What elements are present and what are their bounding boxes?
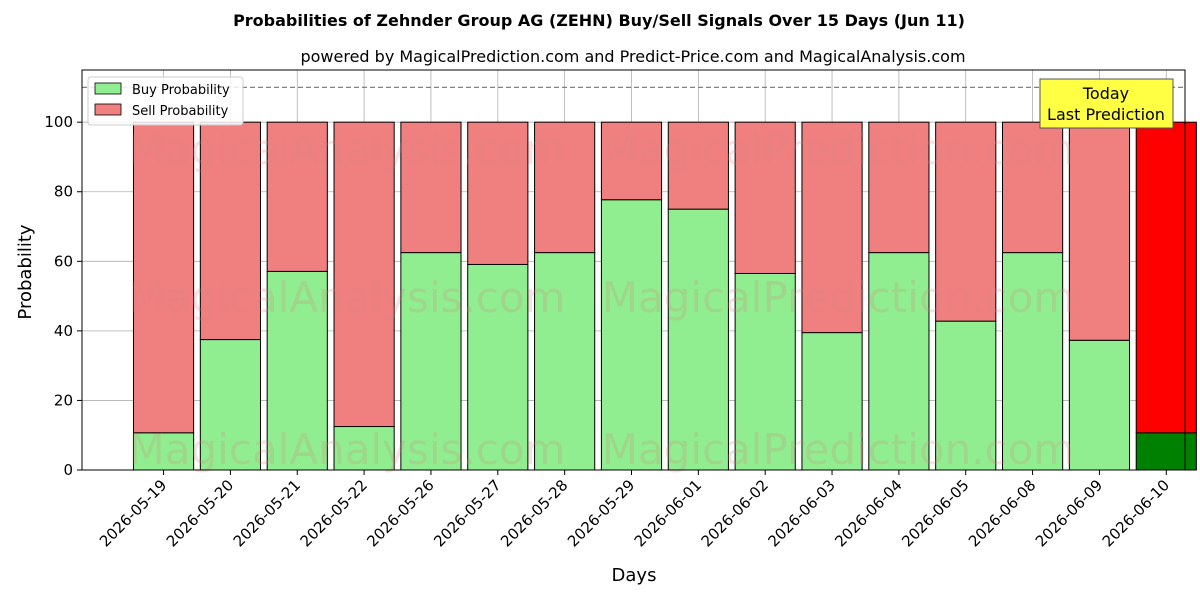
y-tick-label: 60 bbox=[54, 252, 73, 270]
bar-sell bbox=[600, 121, 663, 201]
x-tick-label: 2026-05-27 bbox=[430, 476, 504, 550]
bar-buy bbox=[467, 263, 529, 471]
x-tick-label: 2026-06-05 bbox=[898, 476, 972, 550]
bar-sell bbox=[868, 121, 930, 254]
bar-sell bbox=[333, 121, 395, 428]
y-tick-label: 100 bbox=[44, 113, 73, 131]
watermark-text: MagicalPrediction.com bbox=[602, 125, 1075, 174]
x-tick-label: 2026-05-19 bbox=[96, 476, 170, 550]
bar-buy bbox=[534, 252, 596, 471]
x-tick-label: 2026-06-03 bbox=[764, 476, 838, 550]
bar-sell bbox=[132, 121, 195, 434]
x-axis-ticks: 2026-05-192026-05-202026-05-212026-05-22… bbox=[96, 470, 1173, 550]
bar-sell bbox=[400, 121, 462, 254]
watermark-text: MagicalAnalysis.com bbox=[129, 425, 566, 474]
bar-sell bbox=[734, 121, 796, 274]
bar-buy bbox=[801, 332, 863, 471]
legend-label-buy: Buy Probability bbox=[132, 83, 230, 98]
bar-buy bbox=[199, 339, 261, 471]
x-tick-label: 2026-05-28 bbox=[497, 476, 571, 550]
watermarks: MagicalAnalysis.com MagicalPrediction.com… bbox=[129, 125, 1075, 474]
bar-buy bbox=[400, 252, 462, 471]
bar-buy bbox=[667, 208, 729, 471]
x-tick-label: 2026-06-02 bbox=[698, 476, 772, 550]
bar-buy bbox=[1135, 432, 1197, 471]
x-tick-label: 2026-06-08 bbox=[965, 476, 1039, 550]
bar-buy bbox=[266, 270, 328, 471]
today-annotation: Today Last Prediction bbox=[1039, 78, 1174, 129]
plot-frame bbox=[81, 69, 1186, 471]
legend-swatch-buy bbox=[94, 82, 122, 95]
bars bbox=[132, 121, 1197, 471]
watermark-text: MagicalPrediction.com bbox=[602, 425, 1075, 474]
today-annotation-line1: Today bbox=[1082, 84, 1129, 103]
watermark-text: MagicalPrediction.com bbox=[602, 273, 1075, 322]
bar-sell bbox=[801, 121, 863, 334]
bar-buy bbox=[1068, 339, 1131, 471]
today-annotation-box bbox=[1039, 78, 1174, 129]
legend-swatch-sell bbox=[94, 103, 122, 116]
bar-sell bbox=[266, 121, 328, 272]
y-tick-label: 20 bbox=[54, 391, 73, 409]
x-tick-label: 2026-06-04 bbox=[831, 476, 905, 550]
bar-sell bbox=[935, 121, 997, 322]
x-tick-label: 2026-05-22 bbox=[297, 476, 371, 550]
bar-sell bbox=[1068, 121, 1131, 341]
x-tick-label: 2026-05-29 bbox=[564, 476, 638, 550]
watermark-text: MagicalAnalysis.com bbox=[129, 273, 566, 322]
legend-label-sell: Sell Probability bbox=[132, 104, 229, 119]
bar-buy bbox=[734, 272, 796, 471]
bar-buy bbox=[600, 199, 663, 471]
x-axis-label: Days bbox=[612, 565, 657, 586]
y-axis-label: Probability bbox=[15, 224, 36, 319]
chart-subtitle: powered by MagicalPrediction.com and Pre… bbox=[300, 47, 965, 66]
today-annotation-line2: Last Prediction bbox=[1047, 105, 1165, 124]
bar-sell bbox=[534, 121, 596, 254]
y-tick-label: 40 bbox=[54, 322, 73, 340]
bar-sell bbox=[667, 121, 729, 210]
bar-sell bbox=[1002, 121, 1064, 254]
chart-title: Probabilities of Zehnder Group AG (ZEHN)… bbox=[233, 11, 965, 30]
x-tick-label: 2026-06-09 bbox=[1032, 476, 1106, 550]
x-tick-label: 2026-06-10 bbox=[1099, 476, 1173, 550]
bar-buy bbox=[935, 320, 997, 471]
x-tick-label: 2026-06-01 bbox=[631, 476, 705, 550]
bar-sell bbox=[1135, 121, 1197, 434]
bar-buy bbox=[868, 252, 930, 471]
y-tick-label: 0 bbox=[63, 461, 73, 479]
bar-sell bbox=[467, 121, 529, 265]
x-tick-label: 2026-05-20 bbox=[163, 476, 237, 550]
y-tick-label: 80 bbox=[54, 183, 73, 201]
legend: Buy Probability Sell Probability bbox=[87, 76, 244, 126]
y-axis-ticks: 0 20 40 60 80 100 bbox=[44, 113, 82, 479]
x-tick-label: 2026-05-26 bbox=[363, 476, 437, 550]
x-tick-label: 2026-05-21 bbox=[230, 476, 304, 550]
watermark-text: MagicalAnalysis.com bbox=[129, 125, 566, 174]
legend-box bbox=[87, 76, 244, 126]
